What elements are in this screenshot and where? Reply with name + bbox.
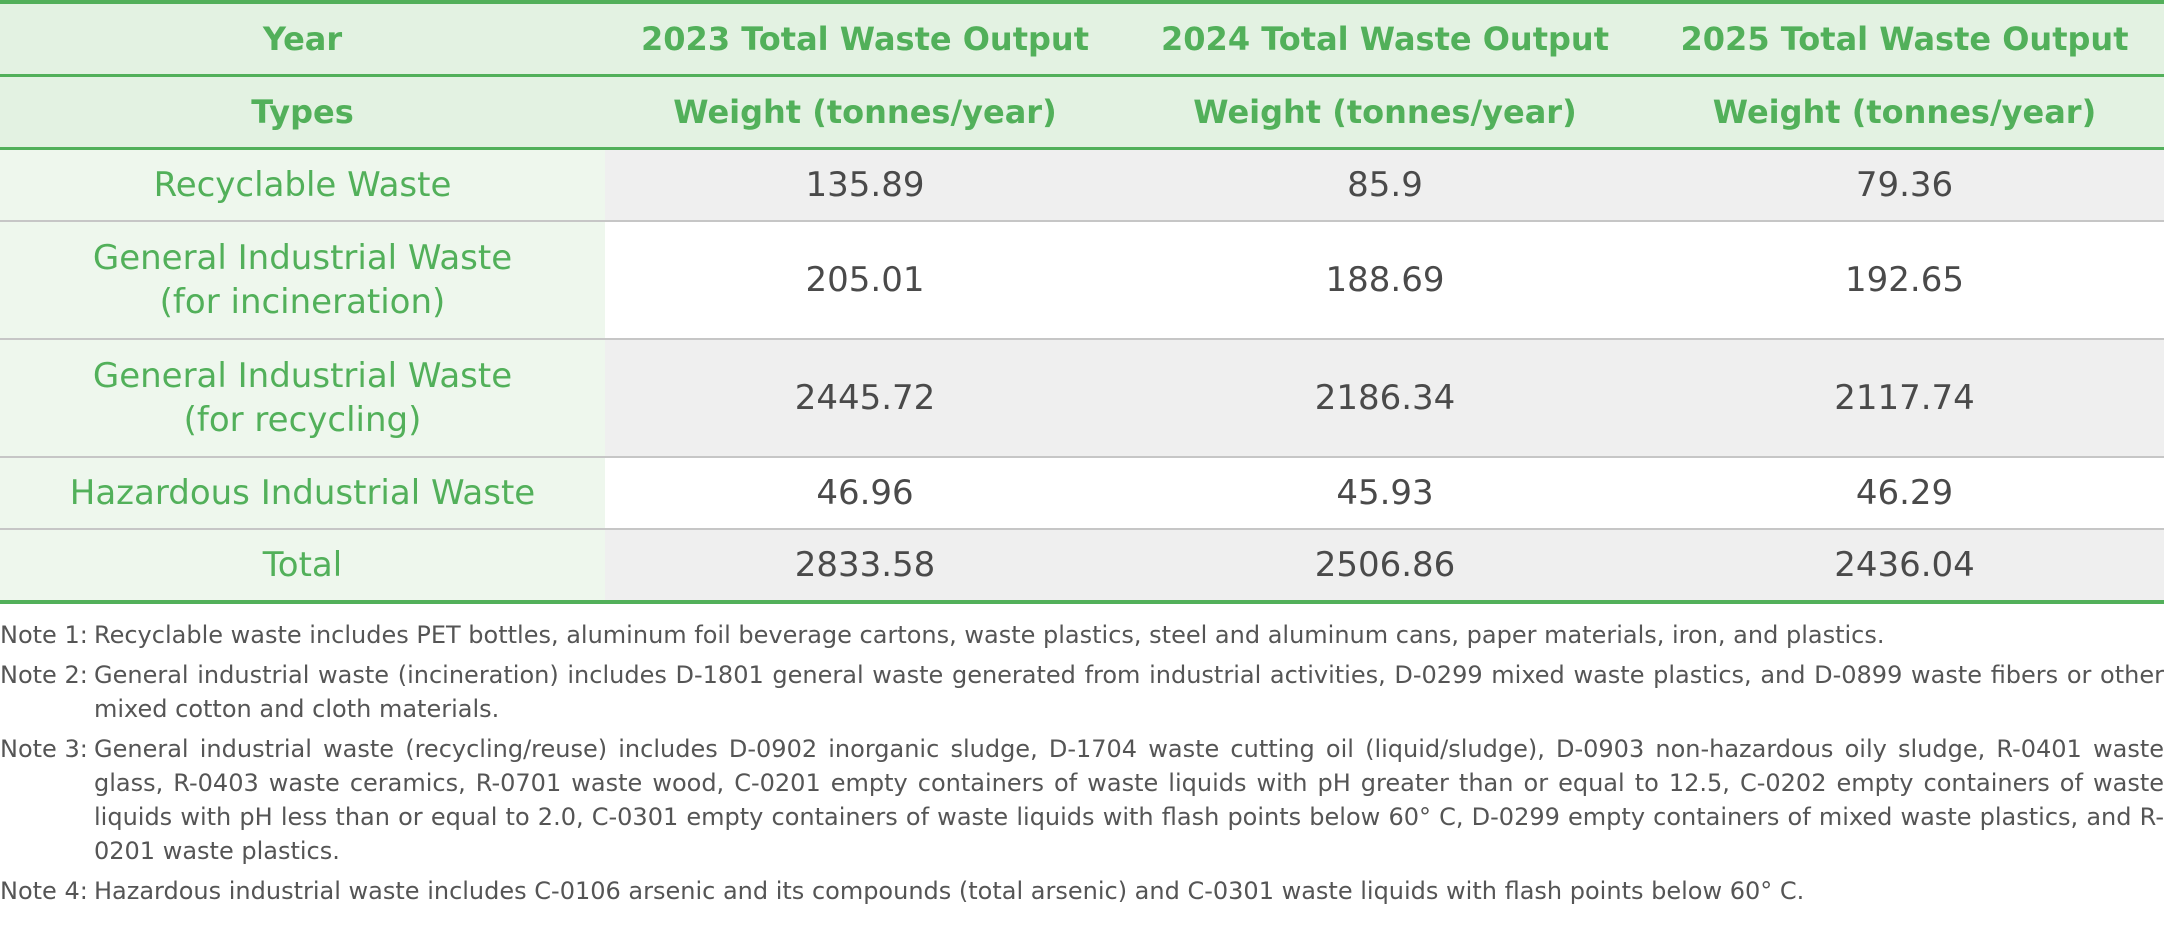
- note-2: Note 2: General industrial waste (incine…: [0, 658, 2164, 726]
- cell-2025: 79.36: [1645, 148, 2164, 222]
- note-tag: Note 2:: [0, 661, 88, 689]
- note-1: Note 1: Recyclable waste includes PET bo…: [0, 618, 2164, 652]
- waste-report: Year 2023 Total Waste Output 2024 Total …: [0, 0, 2164, 908]
- note-3: Note 3: General industrial waste (recycl…: [0, 732, 2164, 868]
- note-4: Note 4: Hazardous industrial waste inclu…: [0, 874, 2164, 908]
- cell-2023: 205.01: [605, 221, 1125, 340]
- notes-section: Note 1: Recyclable waste includes PET bo…: [0, 618, 2164, 908]
- note-text: Recyclable waste includes PET bottles, a…: [94, 621, 1885, 649]
- row-label: General Industrial Waste (for incinerati…: [0, 221, 605, 340]
- note-text: Hazardous industrial waste includes C-01…: [94, 877, 1805, 905]
- cell-2024: 2186.34: [1125, 339, 1645, 458]
- header-row-years: Year 2023 Total Waste Output 2024 Total …: [0, 0, 2164, 77]
- table-row: General Industrial Waste (for incinerati…: [0, 221, 2164, 340]
- row-label: Hazardous Industrial Waste: [0, 457, 605, 530]
- header-types: Types: [0, 75, 605, 150]
- row-label-text: General Industrial Waste (for incinerati…: [92, 238, 513, 322]
- cell-2024: 85.9: [1125, 148, 1645, 222]
- table-row: General Industrial Waste (for recycling)…: [0, 339, 2164, 458]
- row-label: Total: [0, 529, 605, 604]
- cell-2025: 46.29: [1645, 457, 2164, 530]
- note-tag: Note 3:: [0, 735, 88, 763]
- cell-2023: 135.89: [605, 148, 1125, 222]
- table-row-total: Total 2833.58 2506.86 2436.04: [0, 529, 2164, 604]
- header-year: Year: [0, 0, 605, 77]
- cell-2025: 2117.74: [1645, 339, 2164, 458]
- header-unit-2023: Weight (tonnes/year): [605, 75, 1125, 150]
- cell-2025: 2436.04: [1645, 529, 2164, 604]
- note-text: General industrial waste (incineration) …: [94, 661, 2164, 723]
- table-row: Recyclable Waste 135.89 85.9 79.36: [0, 148, 2164, 222]
- cell-2024: 2506.86: [1125, 529, 1645, 604]
- header-2025: 2025 Total Waste Output: [1645, 0, 2164, 77]
- cell-2024: 188.69: [1125, 221, 1645, 340]
- row-label: Recyclable Waste: [0, 148, 605, 222]
- header-2023: 2023 Total Waste Output: [605, 0, 1125, 77]
- cell-2024: 45.93: [1125, 457, 1645, 530]
- cell-2023: 46.96: [605, 457, 1125, 530]
- row-label-text: General Industrial Waste (for recycling): [92, 356, 513, 440]
- cell-2025: 192.65: [1645, 221, 2164, 340]
- note-tag: Note 4:: [0, 877, 88, 905]
- header-unit-2024: Weight (tonnes/year): [1125, 75, 1645, 150]
- cell-2023: 2833.58: [605, 529, 1125, 604]
- header-2024: 2024 Total Waste Output: [1125, 0, 1645, 77]
- cell-2023: 2445.72: [605, 339, 1125, 458]
- note-tag: Note 1:: [0, 621, 88, 649]
- waste-output-table: Year 2023 Total Waste Output 2024 Total …: [0, 0, 2164, 604]
- header-row-units: Types Weight (tonnes/year) Weight (tonne…: [0, 75, 2164, 150]
- note-text: General industrial waste (recycling/reus…: [94, 735, 2164, 865]
- row-label: General Industrial Waste (for recycling): [0, 339, 605, 458]
- header-unit-2025: Weight (tonnes/year): [1645, 75, 2164, 150]
- table-row: Hazardous Industrial Waste 46.96 45.93 4…: [0, 457, 2164, 530]
